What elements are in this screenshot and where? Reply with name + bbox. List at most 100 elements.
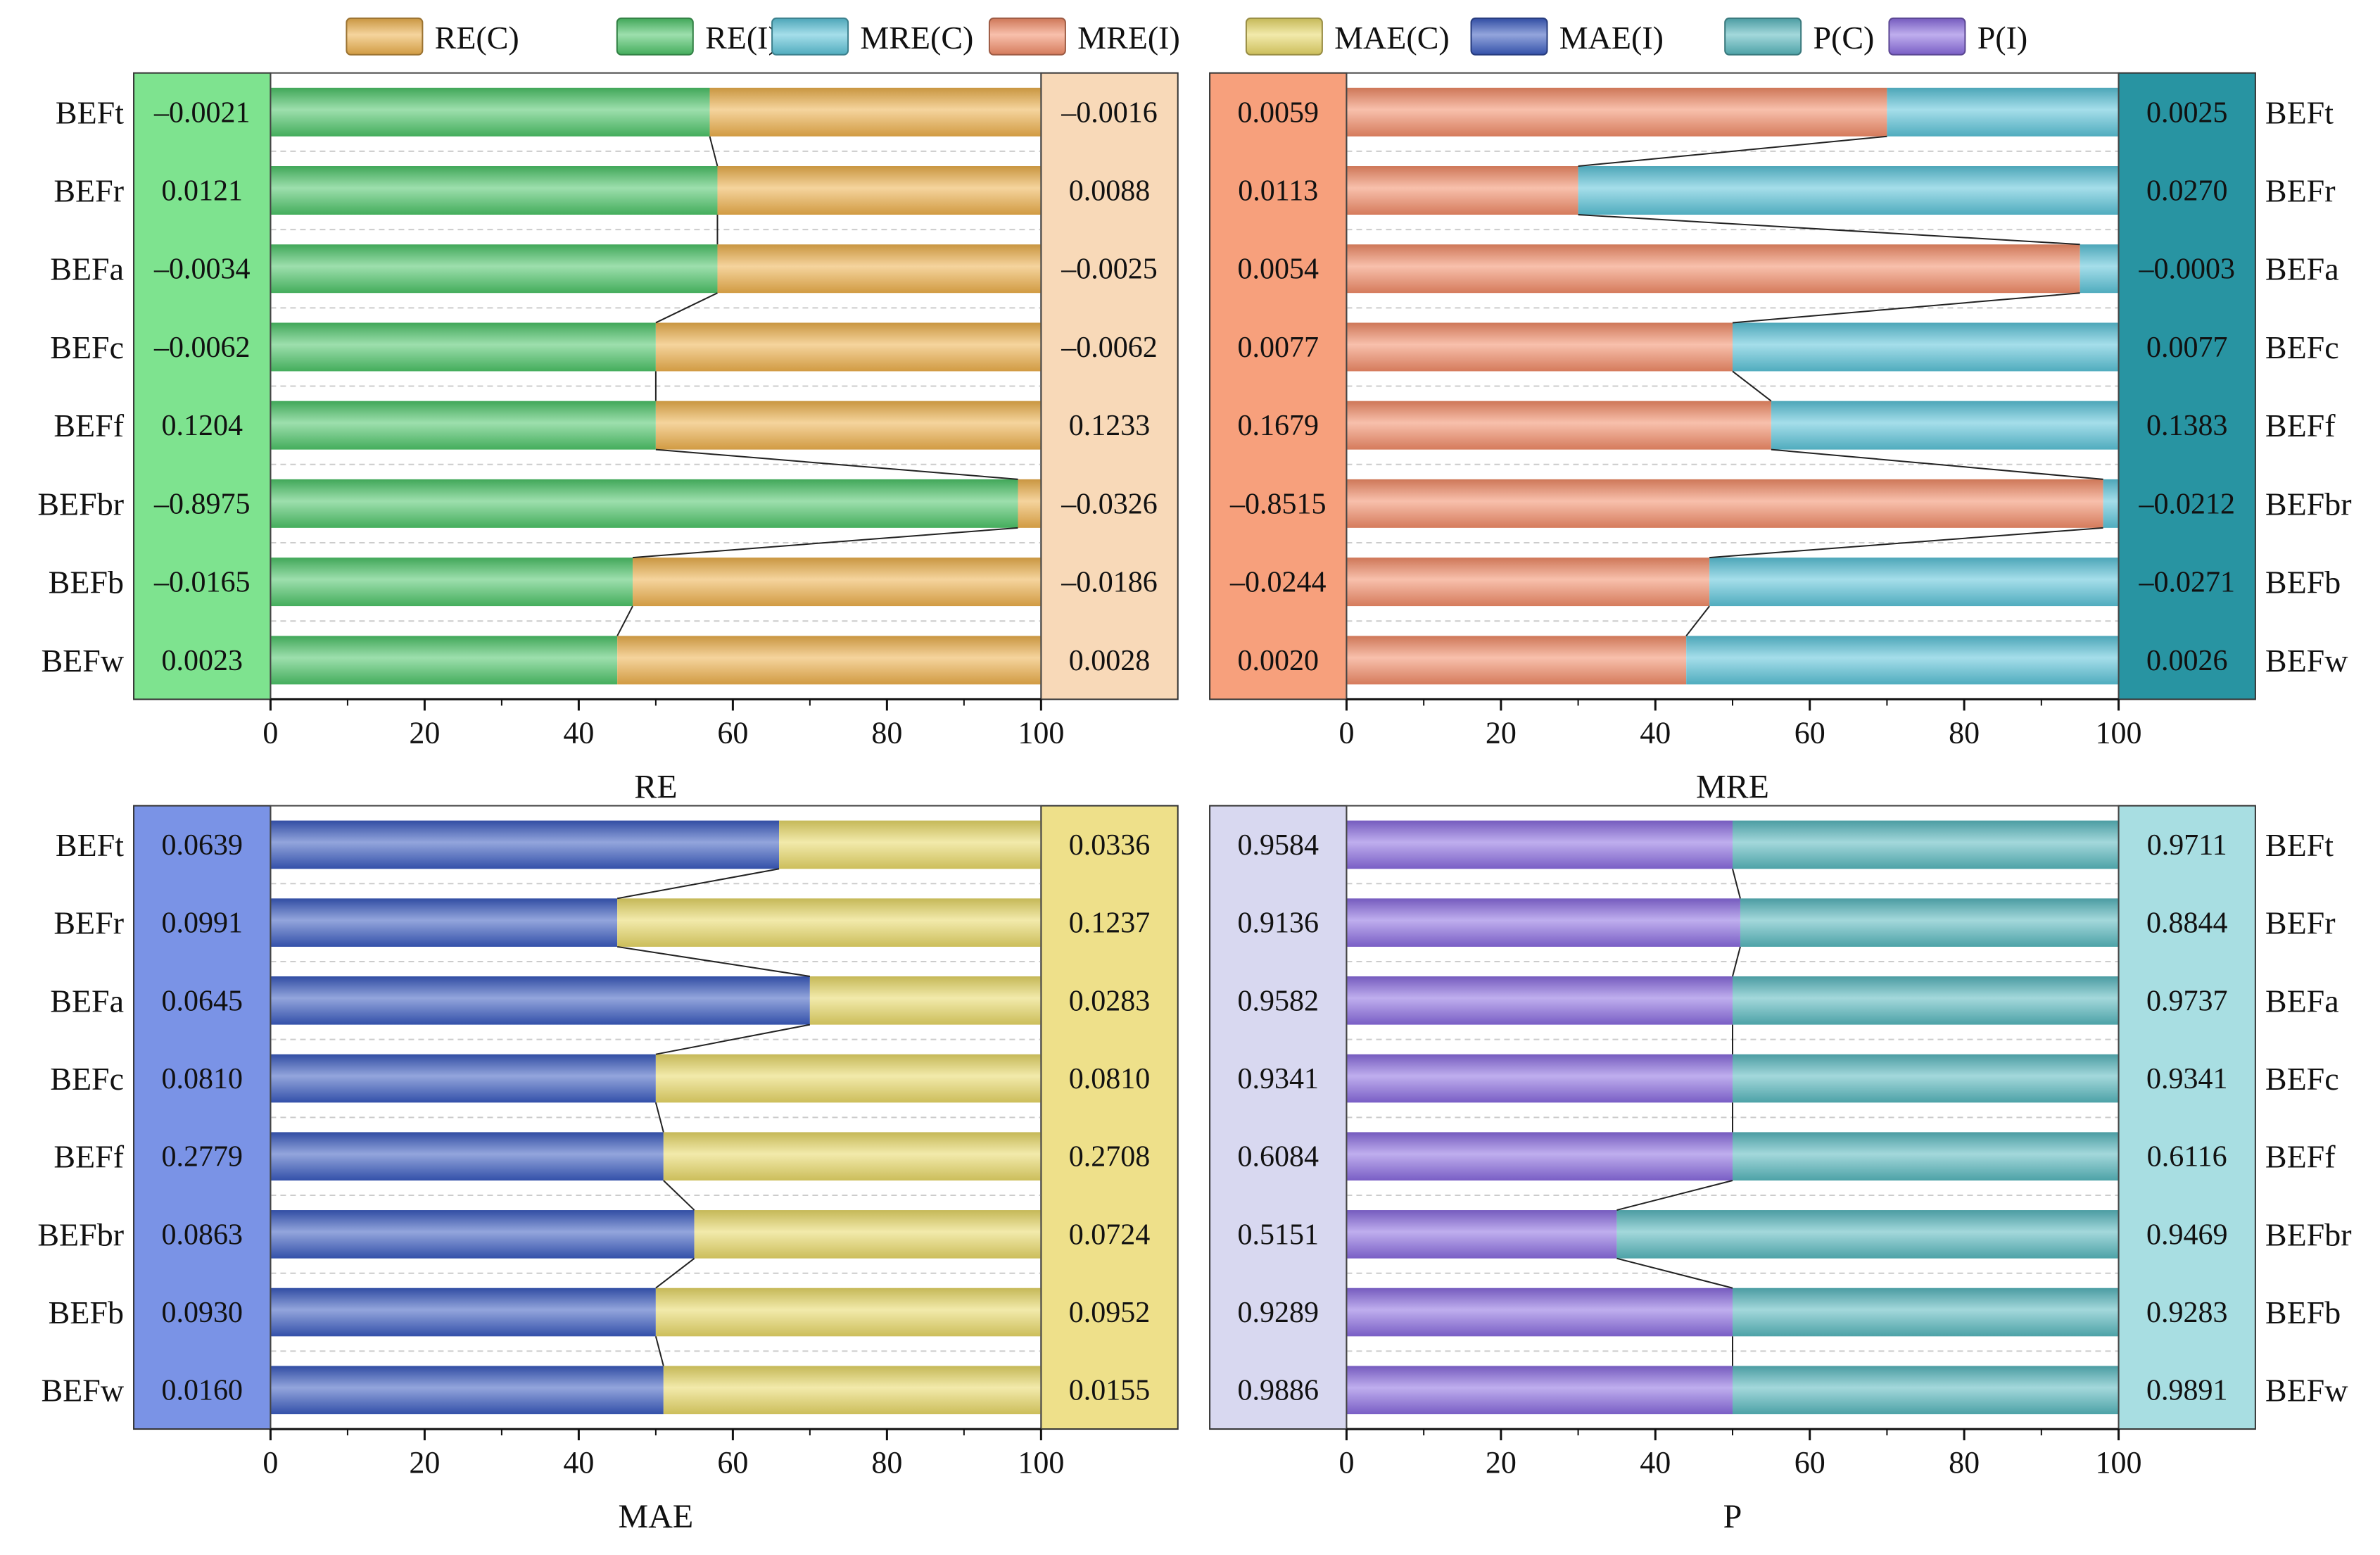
x-tick-label: 0 bbox=[1338, 715, 1354, 750]
bar-p-c-befw bbox=[1732, 1366, 2119, 1415]
bar-mre-i-befw bbox=[1346, 636, 1687, 685]
x-axis-title: MRE bbox=[1696, 768, 1769, 805]
x-tick-label: 100 bbox=[1018, 1445, 1064, 1480]
bar-mre-c-beff bbox=[1771, 401, 2119, 450]
x-tick-label: 0 bbox=[1338, 1445, 1354, 1480]
bar-re-c-befbr bbox=[1018, 479, 1042, 528]
right-value-befc: –0.0062 bbox=[1061, 332, 1158, 364]
bar-re-c-befc bbox=[655, 322, 1042, 372]
bar-mre-c-befbr bbox=[2103, 479, 2119, 528]
left-value-box bbox=[133, 805, 272, 1430]
left-value-befw: 0.0020 bbox=[1238, 645, 1319, 677]
category-label-befc: BEFc bbox=[50, 1061, 124, 1097]
left-value-befa: 0.0054 bbox=[1238, 253, 1319, 286]
bar-p-c-befa bbox=[1732, 976, 2119, 1025]
legend-label-p-i: P(I) bbox=[1977, 20, 2028, 56]
left-value-befbr: –0.8515 bbox=[1229, 488, 1327, 520]
bar-p-i-befw bbox=[1346, 1366, 1733, 1415]
bar-re-i-befa bbox=[270, 244, 718, 294]
x-tick-label: 40 bbox=[1640, 715, 1671, 750]
x-tick-label: 0 bbox=[262, 1445, 278, 1480]
bar-mre-i-beff bbox=[1346, 401, 1771, 450]
bar-mae-i-befw bbox=[270, 1366, 664, 1415]
left-value-befc: 0.0077 bbox=[1238, 332, 1319, 364]
right-value-befr: 0.0088 bbox=[1069, 175, 1151, 207]
category-label-beft: BEFt bbox=[56, 94, 124, 130]
legend-item-mre-c: MRE(C) bbox=[771, 17, 973, 56]
panel-mre: 0.0059 0.0025 BEFt 0.0113 0.0270 BEFr 0.0054 –0… bbox=[1209, 72, 2352, 805]
left-value-beff: 0.6084 bbox=[1238, 1141, 1319, 1173]
category-label-befr: BEFr bbox=[2265, 905, 2336, 941]
left-value-befr: 0.0113 bbox=[1238, 175, 1318, 207]
left-value-befw: 0.0023 bbox=[161, 645, 243, 677]
x-tick-label: 80 bbox=[1949, 1445, 1980, 1480]
x-axis-title: P bbox=[1723, 1498, 1742, 1535]
right-value-box bbox=[1040, 72, 1179, 700]
right-value-befbr: –0.0326 bbox=[1061, 488, 1158, 520]
bar-mae-c-beft bbox=[779, 820, 1042, 869]
bar-mre-c-befr bbox=[1578, 166, 2119, 215]
legend-label-p-c: P(C) bbox=[1813, 20, 1874, 56]
x-tick-label: 100 bbox=[2096, 1445, 2142, 1480]
x-axis-title: MAE bbox=[619, 1498, 694, 1535]
category-label-beff: BEFf bbox=[2265, 408, 2336, 443]
left-value-befc: 0.9341 bbox=[1238, 1063, 1319, 1095]
legend-swatch-mre-i bbox=[988, 17, 1066, 56]
connector-line bbox=[616, 868, 780, 900]
bar-p-i-befr bbox=[1346, 898, 1740, 947]
bar-re-i-beft bbox=[270, 87, 710, 137]
bar-re-i-befbr bbox=[270, 479, 1018, 528]
bar-p-i-befa bbox=[1346, 976, 1733, 1025]
legend-swatch-re-c bbox=[346, 17, 424, 56]
left-value-befa: –0.0034 bbox=[153, 253, 251, 286]
left-value-befr: 0.0991 bbox=[161, 907, 243, 940]
legend-swatch-mre-c bbox=[771, 17, 849, 56]
right-value-box bbox=[2118, 805, 2256, 1430]
connector-line bbox=[654, 1102, 664, 1133]
bar-re-i-befb bbox=[270, 558, 633, 607]
bar-re-c-befa bbox=[717, 244, 1042, 294]
bar-mae-i-beft bbox=[270, 820, 780, 869]
bar-re-i-befw bbox=[270, 636, 618, 685]
right-value-befw: 0.0026 bbox=[2146, 645, 2228, 677]
bar-re-i-befc bbox=[270, 322, 656, 372]
x-tick-label: 60 bbox=[717, 715, 748, 750]
category-label-beft: BEFt bbox=[2265, 827, 2334, 863]
bar-p-i-befc bbox=[1346, 1054, 1733, 1103]
connector-line bbox=[654, 1336, 664, 1366]
right-value-befw: 0.0028 bbox=[1069, 645, 1151, 677]
category-label-befb: BEFb bbox=[49, 1295, 124, 1330]
legend-item-mae-c: MAE(C) bbox=[1245, 17, 1450, 56]
left-value-beft: –0.0021 bbox=[153, 96, 251, 129]
x-tick-label: 80 bbox=[871, 1445, 902, 1480]
category-label-befb: BEFb bbox=[49, 565, 124, 600]
bar-re-i-befr bbox=[270, 166, 718, 215]
bar-p-i-beff bbox=[1346, 1132, 1733, 1181]
right-value-beft: 0.9711 bbox=[2147, 829, 2227, 862]
bar-re-c-befw bbox=[617, 636, 1042, 685]
left-value-befb: –0.0165 bbox=[153, 567, 251, 599]
left-value-befb: 0.0930 bbox=[161, 1297, 243, 1329]
connector-line bbox=[709, 136, 719, 167]
left-value-beff: 0.2779 bbox=[161, 1141, 243, 1173]
category-label-befr: BEFr bbox=[53, 905, 124, 941]
left-value-befa: 0.0645 bbox=[161, 985, 243, 1017]
right-value-befb: –0.0186 bbox=[1061, 567, 1158, 599]
category-label-befbr: BEFbr bbox=[37, 1216, 124, 1252]
legend-swatch-re-i bbox=[616, 17, 694, 56]
x-tick-label: 60 bbox=[1795, 1445, 1825, 1480]
right-value-beff: 0.1383 bbox=[2146, 410, 2228, 442]
connector-line bbox=[1771, 448, 2103, 480]
connector-line bbox=[655, 1024, 811, 1055]
bar-p-i-beft bbox=[1346, 820, 1733, 869]
category-label-beft: BEFt bbox=[56, 827, 124, 863]
left-value-beft: 0.9584 bbox=[1238, 829, 1319, 862]
legend-item-re-i: RE(I) bbox=[616, 17, 779, 56]
x-tick-label: 80 bbox=[871, 715, 902, 750]
legend-label-re-i: RE(I) bbox=[705, 20, 779, 56]
right-value-beff: 0.2708 bbox=[1069, 1141, 1151, 1173]
category-label-befbr: BEFbr bbox=[2265, 1216, 2352, 1252]
right-value-befc: 0.9341 bbox=[2146, 1063, 2228, 1095]
